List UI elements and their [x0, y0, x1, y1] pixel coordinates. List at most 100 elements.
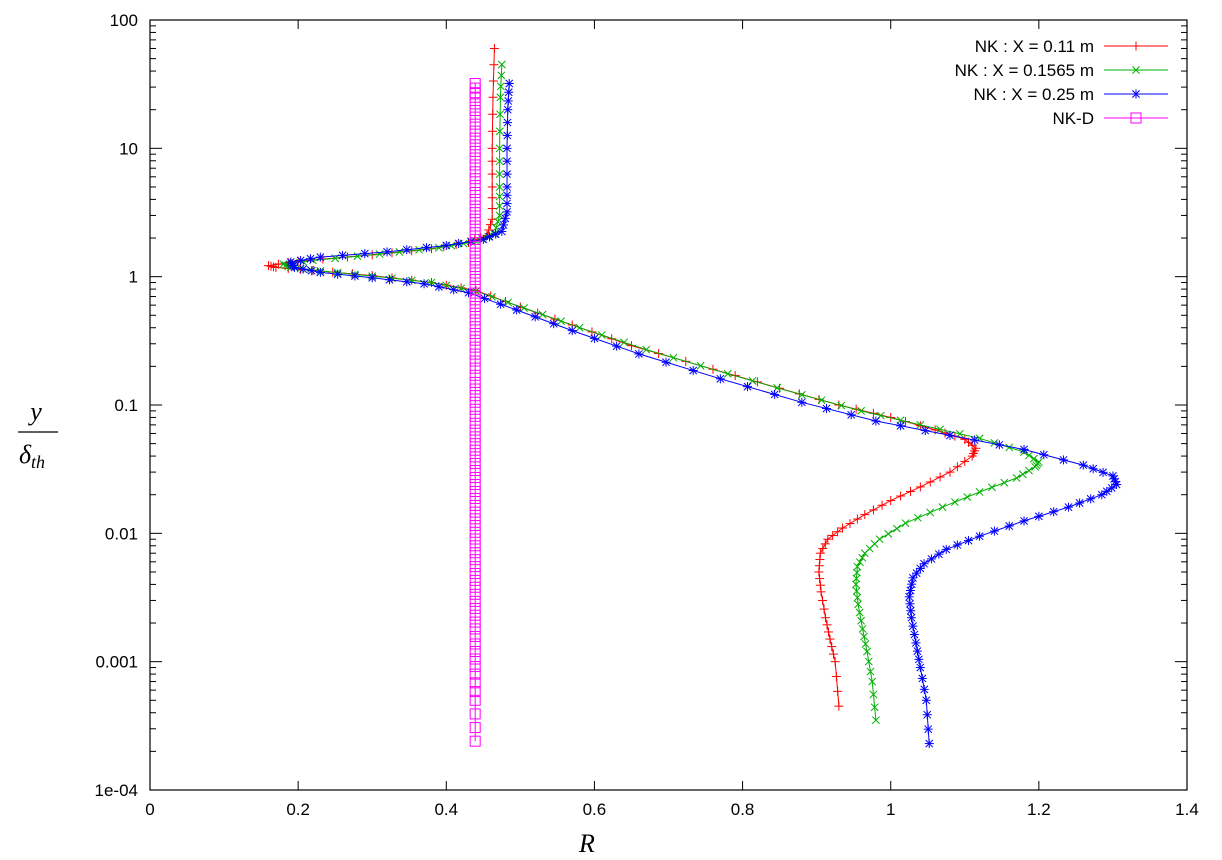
data-point: [875, 535, 884, 544]
data-point: [912, 568, 922, 578]
data-point: [853, 562, 862, 571]
data-point: [487, 156, 497, 166]
data-point: [1063, 502, 1073, 512]
data-point: [868, 677, 877, 686]
data-point: [487, 143, 497, 153]
data-point: [350, 271, 360, 281]
data-point: [469, 677, 481, 689]
legend-entry-label: NK : X = 0.11 m: [975, 37, 1094, 56]
data-point: [833, 686, 843, 696]
data-point: [500, 213, 510, 223]
data-point: [469, 403, 481, 415]
data-point: [970, 446, 980, 456]
data-point: [279, 260, 288, 269]
data-point: [286, 257, 296, 267]
data-point: [469, 735, 481, 747]
data-point: [384, 275, 394, 285]
data-point: [492, 223, 501, 232]
data-point: [818, 544, 828, 554]
data-point: [469, 145, 481, 157]
data-point: [1005, 443, 1014, 452]
data-point: [1019, 445, 1029, 455]
data-point: [815, 580, 825, 590]
data-point: [934, 549, 944, 559]
data-point: [495, 183, 504, 191]
data-point: [469, 186, 481, 198]
data-point: [488, 292, 496, 301]
data-point: [819, 604, 829, 614]
data-point: [936, 425, 945, 434]
data-point: [469, 355, 481, 367]
data-point: [502, 156, 512, 166]
data-point: [748, 376, 757, 385]
data-point: [469, 376, 481, 388]
data-point: [469, 118, 481, 130]
data-point: [906, 613, 916, 623]
data-point: [402, 277, 412, 287]
data-point: [917, 673, 927, 683]
data-point: [268, 262, 278, 272]
data-point: [502, 207, 512, 217]
data-point: [495, 157, 504, 166]
data-point: [557, 317, 566, 326]
data-point: [1012, 474, 1021, 482]
data-point: [469, 479, 481, 491]
data-point: [945, 467, 955, 477]
data-point: [975, 488, 984, 496]
data-point: [333, 269, 343, 279]
data-point: [469, 520, 481, 532]
data-point: [831, 672, 841, 682]
data-point: [822, 404, 832, 414]
data-point: [469, 486, 481, 498]
data-point: [688, 366, 698, 376]
data-point: [273, 259, 283, 269]
data-point: [375, 250, 384, 259]
data-point: [266, 261, 276, 271]
data-point: [952, 462, 962, 472]
data-point: [493, 217, 502, 226]
data-point: [549, 319, 559, 329]
x-tick-label: 0: [145, 800, 154, 819]
data-point: [1088, 464, 1098, 474]
data-point: [469, 98, 481, 110]
data-point: [469, 207, 481, 219]
data-point: [264, 261, 274, 271]
data-point: [497, 226, 507, 236]
data-point: [990, 438, 999, 447]
data-point: [469, 472, 481, 484]
data-point: [968, 448, 978, 458]
data-point: [1049, 507, 1059, 517]
data-point: [296, 255, 306, 265]
data-point: [967, 451, 977, 461]
data-point: [924, 739, 934, 749]
data-point: [1097, 490, 1107, 500]
data-point: [469, 561, 481, 573]
x-tick-label: 0.6: [583, 800, 607, 819]
plot-frame: [149, 19, 1188, 791]
data-point: [860, 510, 870, 520]
data-point: [469, 417, 481, 429]
y-axis-label-numerator: y: [27, 397, 42, 426]
data-point: [970, 435, 980, 445]
data-point: [315, 267, 325, 277]
data-point: [502, 143, 512, 153]
data-point: [502, 199, 512, 209]
y-axis-label-subscript: th: [31, 452, 45, 472]
data-point: [469, 451, 481, 463]
data-point: [434, 282, 444, 292]
data-point: [886, 496, 896, 506]
data-point: [916, 420, 925, 429]
data-point: [469, 492, 481, 504]
data-point: [846, 410, 856, 420]
data-point: [469, 526, 481, 538]
data-point: [469, 321, 481, 333]
data-point: [938, 503, 947, 512]
data-point: [469, 159, 481, 171]
series-line: [281, 64, 1040, 721]
data-point: [496, 93, 505, 102]
data-point: [597, 331, 606, 339]
data-point: [852, 587, 861, 595]
data-point: [955, 429, 964, 438]
legend-entry-marker: [1131, 41, 1141, 51]
data-point: [419, 279, 429, 289]
